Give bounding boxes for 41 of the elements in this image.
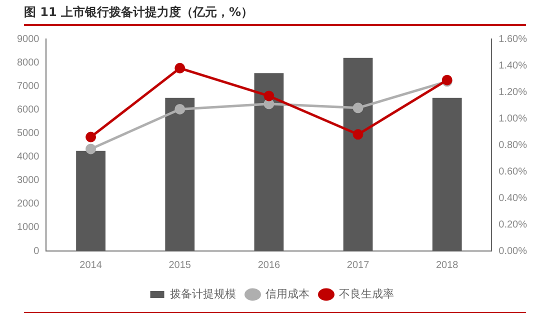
- y2-tick-label: 1.20%: [498, 86, 528, 98]
- y-tick-label: 6000: [16, 104, 40, 116]
- point: [352, 129, 364, 140]
- x-tick-label: 2017: [346, 260, 370, 271]
- bar: [432, 98, 462, 251]
- y2-tick-label: 0.80%: [498, 140, 528, 151]
- y2-tick-label: 1.00%: [498, 113, 528, 124]
- y-tick-label: 5000: [16, 128, 40, 139]
- point: [86, 144, 96, 154]
- point: [174, 104, 186, 114]
- bar: [254, 73, 284, 251]
- y-tick-label: 0: [34, 246, 40, 257]
- y2-tick-label: 1.40%: [498, 60, 528, 72]
- y2-tick-label: 0.20%: [498, 219, 528, 230]
- y-tick-label: 2000: [16, 198, 40, 210]
- point: [352, 102, 364, 114]
- y-tick-label: 4000: [16, 152, 40, 163]
- point: [264, 98, 274, 110]
- x-tick-label: 2016: [258, 260, 281, 271]
- y-tick-label: 9000: [16, 34, 40, 45]
- y2-tick-label: 1.60%: [498, 34, 528, 45]
- point: [86, 132, 96, 142]
- chart-title: 图 11 上市银行拨备计提力度（亿元，%）: [24, 4, 526, 26]
- point: [264, 90, 274, 102]
- bar: [165, 98, 195, 251]
- legend-label: 不良生成率: [338, 287, 394, 300]
- x-tick-label: 2018: [436, 260, 459, 271]
- y-tick-label: 3000: [16, 175, 40, 186]
- bar: [343, 58, 373, 251]
- y-tick-label: 8000: [16, 57, 40, 68]
- y2-tick-label: 0.40%: [498, 192, 528, 204]
- legend-label: 信用成本: [265, 287, 310, 300]
- y2-tick-label: 0.60%: [498, 166, 528, 178]
- x-tick-label: 2014: [80, 260, 102, 271]
- point: [174, 62, 186, 74]
- legend-label: 拨备计提规模: [170, 287, 236, 300]
- y2-tick-label: 0.00%: [498, 246, 528, 257]
- y-tick-label: 1000: [16, 222, 40, 234]
- bar: [76, 150, 106, 251]
- x-tick-label: 2015: [168, 260, 192, 271]
- y-tick-label: 7000: [16, 80, 40, 92]
